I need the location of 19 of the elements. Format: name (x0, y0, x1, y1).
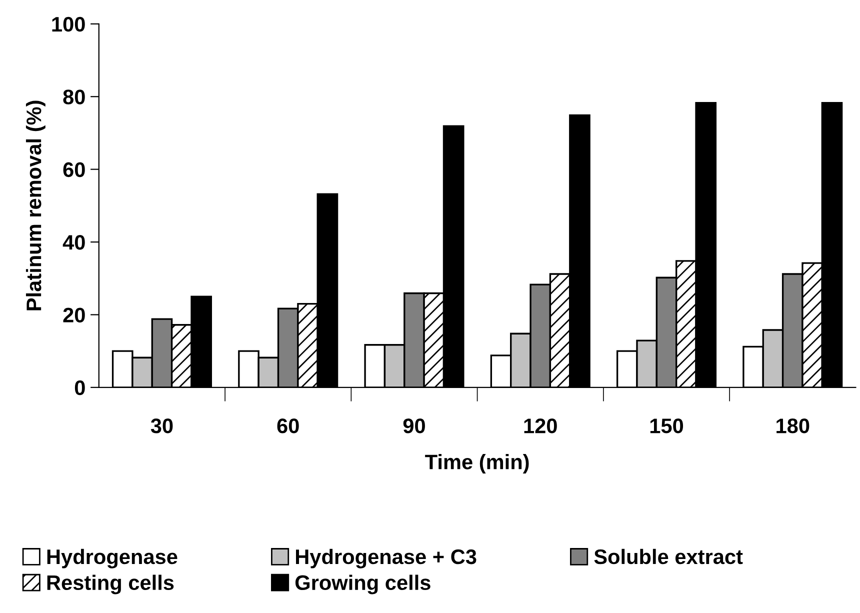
x-tick-label: 30 (150, 418, 173, 434)
y-tick-label: 40 (62, 235, 85, 250)
x-tick-label: 90 (403, 418, 425, 434)
y-tick-label: 100 (52, 16, 85, 32)
x-tick-label: 120 (524, 418, 557, 434)
y-tick-label: 80 (63, 90, 85, 104)
legend-label: Hydrogenase + C3 (296, 548, 476, 568)
y-axis-title: Platinum removal (%) (26, 100, 46, 310)
x-tick-label: 150 (650, 418, 684, 434)
y-tick-label: 60 (63, 162, 85, 178)
x-tick-label: 60 (277, 418, 299, 434)
x-axis-title: Time (min) (425, 454, 529, 474)
legend-label: Resting cells (47, 574, 174, 594)
y-tick-label: 0 (74, 380, 85, 396)
legend-label: Soluble extract (594, 548, 743, 564)
legend-label: Hydrogenase (47, 548, 178, 568)
y-tick-label: 20 (63, 308, 85, 322)
x-tick-label: 180 (776, 418, 810, 434)
legend-label: Growing cells (295, 574, 430, 594)
